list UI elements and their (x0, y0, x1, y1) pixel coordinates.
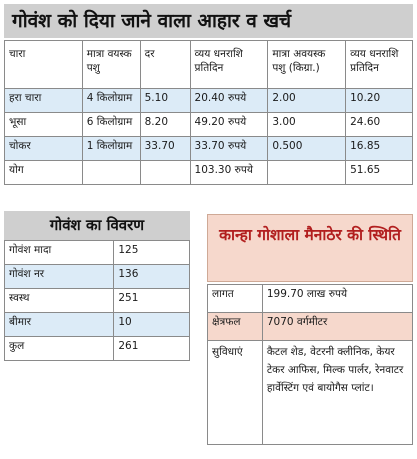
stat-label: स्वस्थ (3, 288, 115, 313)
stat-value: 136 (113, 264, 190, 289)
diet-table-title: गोवंश को दिया जाने वाला आहार व खर्च (4, 4, 413, 38)
stat-label: गोवंश नर (3, 264, 115, 289)
cell-empty (81, 160, 141, 185)
header-adult-qty: मात्रा वयस्क पशु (81, 40, 141, 89)
stat-value: 10 (113, 312, 190, 337)
cell-rate: 33.70 (139, 136, 191, 161)
cell-young-qty: 2.00 (267, 88, 347, 113)
cell-adult-qty: 6 किलोग्राम (81, 112, 141, 137)
cell-young-cost: 16.85 (345, 136, 413, 161)
cell-total-label: योग (4, 160, 83, 185)
table-row: गोवंश मादा 125 (3, 240, 190, 265)
cell-fodder: चोकर (4, 136, 83, 161)
gaushala-status-title: कान्हा गोशाला मैनाठेर की स्थिति (207, 214, 413, 282)
table-row: सुविधाएं कैटल शेड, वेटरनी क्लीनिक, केयर … (207, 340, 414, 445)
cell-total-adult-cost: 103.30 रुपये (189, 160, 269, 185)
cell-rate: 8.20 (139, 112, 191, 137)
cell-empty (267, 160, 347, 185)
cell-adult-cost: 33.70 रुपये (189, 136, 269, 161)
cell-adult-cost: 20.40 रुपये (189, 88, 269, 113)
cell-young-qty: 3.00 (267, 112, 347, 137)
cell-adult-qty: 4 किलोग्राम (81, 88, 141, 113)
table-row: भूसा 6 किलोग्राम 8.20 49.20 रुपये 3.00 2… (4, 112, 413, 137)
stat-value: 251 (113, 288, 190, 313)
cell-adult-cost: 49.20 रुपये (189, 112, 269, 137)
header-adult-cost: व्यय धनराशि प्रतिदिन (189, 40, 269, 89)
gaushala-status-table: लागत 199.70 लाख रुपये क्षेत्रफल 7070 वर्… (207, 284, 414, 445)
header-fodder: चारा (4, 40, 83, 89)
status-value: 7070 वर्गमीटर (261, 312, 414, 341)
status-value: कैटल शेड, वेटरनी क्लीनिक, केयर टेकर आफिस… (261, 340, 414, 445)
stat-value: 125 (113, 240, 190, 265)
cell-rate: 5.10 (139, 88, 191, 113)
header-young-cost: व्यय धनराशि प्रतिदिन (345, 40, 413, 89)
stat-value: 261 (113, 336, 190, 361)
table-row: हरा चारा 4 किलोग्राम 5.10 20.40 रुपये 2.… (4, 88, 413, 113)
total-row: योग 103.30 रुपये 51.65 (4, 160, 413, 185)
cell-total-young-cost: 51.65 (345, 160, 413, 185)
cell-fodder: भूसा (4, 112, 83, 137)
status-label: लागत (207, 284, 263, 313)
table-row: क्षेत्रफल 7070 वर्गमीटर (207, 312, 414, 341)
stat-label: बीमार (3, 312, 115, 337)
header-rate: दर (139, 40, 191, 89)
table-row: बीमार 10 (3, 312, 190, 337)
cattle-stats-table: गोवंश मादा 125 गोवंश नर 136 स्वस्थ 251 ब… (3, 240, 190, 361)
status-label: सुविधाएं (207, 340, 263, 445)
cattle-stats-title: गोवंश का विवरण (4, 211, 190, 240)
cell-young-qty: 0.500 (267, 136, 347, 161)
diet-cost-table: चारा मात्रा वयस्क पशु दर व्यय धनराशि प्र… (4, 40, 413, 185)
diet-table-header-row: चारा मात्रा वयस्क पशु दर व्यय धनराशि प्र… (4, 40, 413, 89)
cell-empty (139, 160, 191, 185)
status-label: क्षेत्रफल (207, 312, 263, 341)
status-value: 199.70 लाख रुपये (261, 284, 414, 313)
cell-fodder: हरा चारा (4, 88, 83, 113)
table-row: स्वस्थ 251 (3, 288, 190, 313)
table-row: चोकर 1 किलोग्राम 33.70 33.70 रुपये 0.500… (4, 136, 413, 161)
header-young-qty: मात्रा अवयस्क पशु (किग्रा.) (267, 40, 347, 89)
stat-label: कुल (3, 336, 115, 361)
table-row: गोवंश नर 136 (3, 264, 190, 289)
cell-young-cost: 10.20 (345, 88, 413, 113)
stat-label: गोवंश मादा (3, 240, 115, 265)
table-row: कुल 261 (3, 336, 190, 361)
cell-adult-qty: 1 किलोग्राम (81, 136, 141, 161)
table-row: लागत 199.70 लाख रुपये (207, 284, 414, 313)
cell-young-cost: 24.60 (345, 112, 413, 137)
